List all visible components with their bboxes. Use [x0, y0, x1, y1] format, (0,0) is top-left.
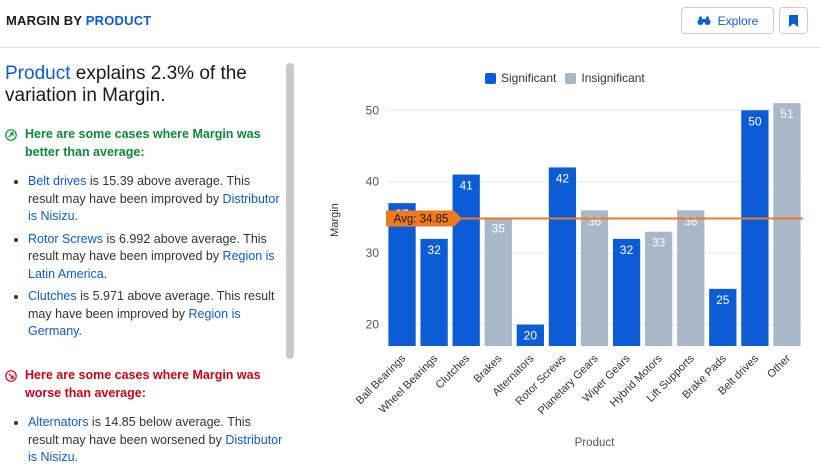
better-item: Rotor Screws is 6.992 above average. Thi… [11, 231, 282, 284]
worse-item-end: . [74, 450, 79, 464]
worse-item-subject-link[interactable]: Alternators [28, 415, 89, 429]
better-item-text: is 15.39 above average. This result may … [28, 174, 251, 206]
bar[interactable] [452, 174, 480, 346]
better-item-text: is 5.971 above average. This result may … [28, 289, 275, 321]
bar-value-label: 20 [524, 329, 538, 343]
better-item-end: . [74, 209, 79, 223]
bar[interactable] [612, 238, 641, 346]
better-item: Clutches is 5.971 above average. This re… [11, 288, 282, 341]
worse-item-text: is 14.85 below average. This result may … [28, 415, 251, 447]
legend-insignificant[interactable]: Insignificant [565, 71, 645, 85]
average-label: Avg: 34.85 [394, 214, 449, 226]
header: MARGIN BY PRODUCT Explore [0, 0, 820, 48]
y-tick-label: 30 [366, 246, 380, 260]
x-axis-label: Product [575, 437, 615, 449]
worse-item-driver-link[interactable]: Distributor is Nisizu [28, 432, 282, 465]
binoculars-icon [697, 16, 711, 25]
better-item-subject-link[interactable]: Belt drives [28, 174, 87, 188]
bar[interactable] [580, 210, 609, 346]
better-item-driver-link[interactable]: Region is Latin America [28, 249, 275, 281]
trend-down-icon [5, 370, 17, 382]
y-axis-label: Margin [329, 203, 341, 237]
bar-value-label: 36 [588, 214, 602, 228]
legend-significant-label: Significant [501, 71, 557, 85]
chart-legend: Significant Insignificant [485, 71, 645, 85]
explore-label: Explore [717, 13, 759, 28]
summary-headline: Product explains 2.3% of the variation i… [5, 63, 247, 106]
better-item-subject-link[interactable]: Rotor Screws [28, 231, 104, 246]
worse-item: Alternators is 14.85 below average. This… [11, 414, 282, 467]
bar-value-label: 50 [748, 114, 762, 128]
trend-up-icon [5, 129, 17, 141]
page-title: MARGIN BY PRODUCT [6, 13, 152, 28]
bar[interactable] [709, 288, 737, 346]
y-tick-label: 50 [366, 103, 380, 117]
bar[interactable] [484, 217, 512, 346]
average-badge [386, 210, 462, 227]
legend-significant[interactable]: Significant [485, 71, 556, 85]
bar[interactable] [516, 324, 544, 346]
legend-significant-swatch [485, 72, 496, 84]
bookmark-icon [789, 14, 798, 27]
better-section: Here are some cases where Margin was bet… [5, 125, 282, 346]
legend-insignificant-label: Insignificant [581, 71, 645, 85]
bar-value-label: 32 [427, 243, 441, 257]
bar-value-label: 36 [684, 214, 698, 228]
bar[interactable] [645, 231, 673, 346]
x-tick-label: Other [765, 352, 793, 380]
better-item: Belt drives is 15.39 above average. This… [11, 173, 282, 226]
headline-dimension[interactable]: Product [5, 63, 71, 84]
bar[interactable] [388, 203, 416, 346]
explore-button[interactable]: Explore [681, 7, 774, 34]
bar[interactable] [677, 210, 705, 346]
better-item-end: . [78, 324, 82, 338]
better-item-text: is 6.992 above average. This result may … [28, 231, 267, 264]
x-tick-label: Wheel Bearings [377, 352, 441, 416]
worse-section: Here are some cases where Margin was wor… [5, 366, 282, 471]
worse-list: Alternators is 14.85 below average. This… [5, 414, 282, 467]
better-list: Belt drives is 15.39 above average. This… [5, 173, 282, 341]
summary-panel: Product explains 2.3% of the variation i… [0, 60, 282, 471]
bar-value-label: 25 [716, 293, 730, 307]
better-heading: Here are some cases where Margin was bet… [25, 127, 261, 159]
bar-value-label: 33 [652, 236, 666, 250]
bar-value-label: 51 [780, 107, 794, 121]
better-item-driver-link[interactable]: Region is Germany [28, 306, 241, 339]
legend-insignificant-swatch [565, 72, 577, 84]
x-tick-label: Clutches [434, 352, 473, 391]
bar-value-label: 35 [492, 221, 506, 235]
summary-scrollbar[interactable] [286, 63, 294, 359]
bar-value-label: 41 [460, 179, 474, 193]
y-tick-label: 20 [366, 318, 380, 332]
better-item-subject-link[interactable]: Clutches [28, 289, 77, 303]
worse-heading: Here are some cases where Margin was wor… [25, 368, 261, 400]
bar[interactable] [741, 110, 769, 347]
bookmark-button[interactable] [779, 7, 808, 34]
bar[interactable] [548, 167, 577, 346]
bar-value-label: 32 [620, 243, 634, 257]
bar-value-label: 42 [556, 171, 570, 185]
bar[interactable] [420, 238, 448, 346]
better-item-end: . [103, 266, 108, 281]
y-tick-label: 40 [366, 175, 380, 189]
bar[interactable] [773, 103, 801, 347]
better-item-driver-link[interactable]: Distributor is Nisizu [28, 191, 280, 224]
